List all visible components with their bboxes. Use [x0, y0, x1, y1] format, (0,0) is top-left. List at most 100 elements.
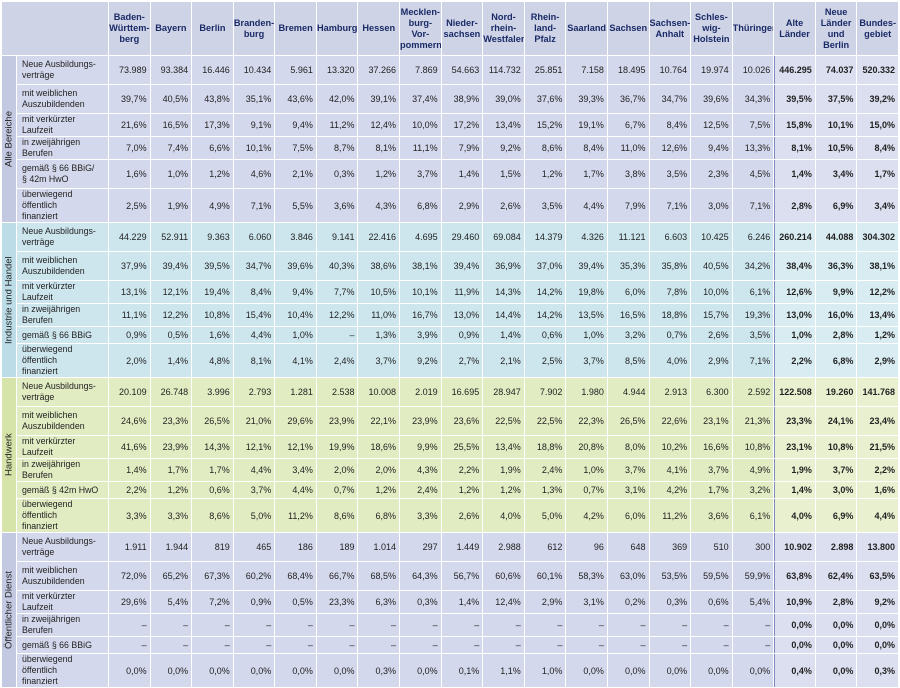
row-label: mit verkürzter Laufzeit [17, 436, 108, 458]
table-cell: 42,0% [316, 85, 358, 113]
table-cell: 14,2% [524, 304, 566, 326]
table-cell: 6,7% [607, 114, 649, 136]
table-cell: 3,1% [607, 482, 649, 498]
table-cell: 7,9% [607, 189, 649, 222]
row-label: überwiegend öffentlich finanziert [17, 654, 108, 687]
table-cell: 25,5% [441, 436, 483, 458]
table-cell: 26,5% [607, 407, 649, 435]
column-header: Alte Länder [774, 2, 815, 55]
table-cell: 12,1% [275, 436, 316, 458]
table-cell: 3,5% [732, 327, 774, 343]
table-cell: 19,4% [192, 281, 233, 303]
table-cell: 39,1% [358, 85, 400, 113]
table-cell: 60,6% [483, 562, 524, 590]
table-cell: 12,1% [233, 436, 275, 458]
table-cell: – [483, 614, 524, 636]
table-cell: 19,1% [566, 114, 607, 136]
table-cell: 35,8% [649, 252, 691, 280]
table-cell: 18.495 [607, 56, 649, 84]
table-cell: 2,8% [774, 189, 815, 222]
table-cell: – [316, 614, 358, 636]
table-cell: 44.229 [109, 223, 150, 251]
table-cell: – [732, 614, 774, 636]
table-cell: 23,3% [150, 407, 192, 435]
table-cell: 22,6% [649, 407, 691, 435]
table-cell: 6,9% [815, 189, 857, 222]
table-cell: 4,2% [566, 499, 607, 532]
table-cell: – [192, 614, 233, 636]
table-cell: 1,2% [358, 482, 400, 498]
table-row: mit verkürzter Laufzeit 21,6% 16,5% 17,3% 9,… [2, 114, 898, 136]
table-cell: 0,3% [358, 654, 400, 687]
table-cell: 19,8% [566, 281, 607, 303]
table-cell: 10.425 [691, 223, 732, 251]
table-cell: 2.019 [400, 378, 441, 406]
table-cell: 369 [649, 533, 691, 561]
table-cell: 0,0% [774, 637, 815, 653]
table-cell: 3,7% [691, 459, 732, 481]
table-cell: 0,5% [150, 327, 192, 343]
table-cell: – [109, 614, 150, 636]
column-header: Saarland [566, 2, 607, 55]
row-label: gemäß § 42m HwO [17, 482, 108, 498]
column-header: Hessen [358, 2, 400, 55]
table-cell: 22,1% [358, 407, 400, 435]
table-cell: 297 [400, 533, 441, 561]
row-label: in zweijährigen Berufen [17, 459, 108, 481]
table-row: gemäß § 66 BBiG 0,9% 0,5% 1,6% 4,4% 1,0% –1,3%… [2, 327, 898, 343]
table-cell: 18,8% [524, 436, 566, 458]
table-cell: 3.996 [192, 378, 233, 406]
table-cell: 9,9% [400, 436, 441, 458]
table-cell: 0,0% [732, 654, 774, 687]
table-cell: 7,4% [150, 137, 192, 159]
table-row: mit verkürzter Laufzeit 13,1% 12,1% 19,4% 8,… [2, 281, 898, 303]
table-cell: 0,6% [192, 482, 233, 498]
table-cell: 1,4% [483, 327, 524, 343]
table-cell: 38,1% [400, 252, 441, 280]
table-cell: 10,9% [774, 591, 815, 613]
table-cell: 2.592 [732, 378, 774, 406]
table-cell: 23,4% [857, 407, 898, 435]
table-cell: 17,3% [192, 114, 233, 136]
section-label: Öffentlicher Dienst [2, 533, 16, 687]
table-cell: 22,5% [524, 407, 566, 435]
table-cell: 4,0% [774, 499, 815, 532]
table-cell: 6,8% [358, 499, 400, 532]
table-cell: 1,6% [192, 327, 233, 343]
column-header: Bayern [150, 2, 192, 55]
row-label: mit weiblichen Auszubildenden [17, 252, 108, 280]
table-cell: 1.980 [566, 378, 607, 406]
table-cell: 72,0% [109, 562, 150, 590]
table-cell: 4,4% [566, 189, 607, 222]
table-cell: 23,9% [316, 407, 358, 435]
table-cell: 39,2% [857, 85, 898, 113]
table-cell: – [524, 637, 566, 653]
column-header: Schles-wig- Holstein [691, 2, 732, 55]
table-row: mit weiblichen Auszubildenden 24,6% 23,3% 26… [2, 407, 898, 435]
table-cell: 3.846 [275, 223, 316, 251]
table-row: Industrie und Handel Neue Ausbildungs-ver… [2, 223, 898, 377]
table-cell: 60,1% [524, 562, 566, 590]
table-cell: 21,3% [732, 407, 774, 435]
table-cell: 10,0% [691, 281, 732, 303]
table-cell: 1,3% [524, 482, 566, 498]
row-label: mit verkürzter Laufzeit [17, 114, 108, 136]
table-cell: 4,0% [483, 499, 524, 532]
table-cell: 19,9% [316, 436, 358, 458]
table-cell: 2,9% [691, 344, 732, 377]
column-header: Thüringen [732, 2, 774, 55]
table-cell: 9,1% [233, 114, 275, 136]
table-cell: 3,4% [815, 160, 857, 188]
table-cell: 24,6% [109, 407, 150, 435]
table-cell: 3,2% [732, 482, 774, 498]
table-cell: 5,5% [275, 189, 316, 222]
table-cell: 2.793 [233, 378, 275, 406]
table-cell: 2,4% [316, 344, 358, 377]
table-cell: 7,5% [732, 114, 774, 136]
row-label: gemäß § 66 BBiG [17, 327, 108, 343]
table-cell: 93.384 [150, 56, 192, 84]
table-cell: 13,0% [441, 304, 483, 326]
table-cell: 7,5% [275, 137, 316, 159]
table-cell: 24,1% [815, 407, 857, 435]
table-cell: 1,3% [358, 327, 400, 343]
